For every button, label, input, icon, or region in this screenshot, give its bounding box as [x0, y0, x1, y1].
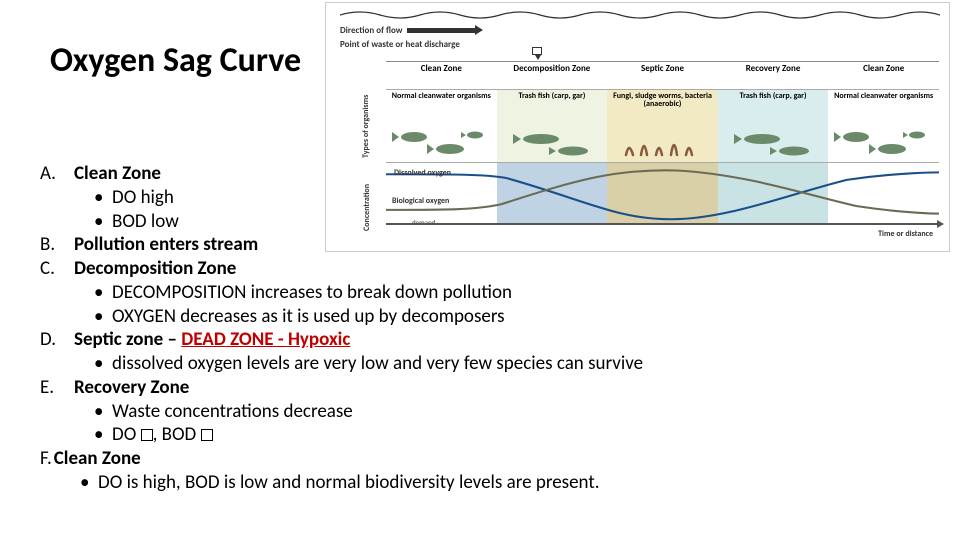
organism-cell: Trash fish (carp, gar) [497, 90, 608, 162]
zone-headers: Clean Zone Decomposition Zone Septic Zon… [386, 61, 939, 89]
fish-icon [501, 127, 601, 159]
flow-arrow-icon [407, 28, 477, 33]
outline-letter: A. [40, 162, 74, 186]
outline-item-a: A. Clean Zone [40, 162, 930, 186]
outline-letter: D. [40, 328, 74, 352]
organism-cell: Fungi, sludge worms, bacteria (anaerobic… [607, 90, 718, 162]
outline-item-c: C. Decomposition Zone [40, 257, 930, 281]
outline-list: A. Clean Zone DO high BOD low B. Polluti… [40, 162, 930, 495]
outline-item-f: F. Clean Zone [40, 447, 930, 471]
discharge-label: Point of waste or heat discharge [340, 39, 943, 50]
organism-label: Normal cleanwater organisms [834, 91, 933, 101]
outline-bullet: dissolved oxygen levels are very low and… [40, 352, 930, 376]
outline-bullet: DO is high, BOD is low and normal biodiv… [40, 471, 930, 495]
placeholder-box-icon [201, 429, 213, 441]
outline-letter: E. [40, 376, 74, 400]
direction-label: Direction of flow [340, 25, 403, 36]
outline-item-e: E. Recovery Zone [40, 376, 930, 400]
yaxis-types-label: Types of organisms [362, 91, 382, 161]
flow-direction-row: Direction of flow [340, 23, 943, 37]
discharge-marker-icon [532, 47, 542, 55]
organism-label: Fungi, sludge worms, bacteria (anaerobic… [613, 91, 712, 109]
water-surface [340, 9, 940, 19]
outline-text: DO [112, 423, 141, 446]
page-title: Oxygen Sag Curve [50, 40, 301, 81]
placeholder-box-icon [141, 429, 153, 441]
outline-heading: Septic zone – DEAD ZONE - Hypoxic [74, 328, 350, 352]
outline-bullet: DO , BOD [40, 423, 930, 447]
zone-header: Recovery Zone [718, 61, 829, 89]
worms-icon [611, 127, 711, 159]
outline-letter: C. [40, 257, 74, 281]
outline-heading: Recovery Zone [74, 376, 189, 400]
outline-bullet: OXYGEN decreases as it is used up by dec… [40, 305, 930, 329]
outline-letter: B. [40, 233, 74, 257]
outline-bullet: BOD low [40, 210, 930, 234]
outline-bullet: DECOMPOSITION increases to break down po… [40, 281, 930, 305]
organism-label: Normal cleanwater organisms [392, 91, 491, 101]
outline-text: , BOD [153, 423, 201, 446]
outline-bullet: Waste concentrations decrease [40, 400, 930, 424]
outline-heading: Decomposition Zone [74, 257, 236, 281]
organism-band: Normal cleanwater organisms Trash fish (… [386, 89, 939, 163]
outline-heading: Clean Zone [74, 162, 161, 186]
organism-cell: Normal cleanwater organisms [828, 90, 939, 162]
fish-icon [390, 127, 490, 159]
zone-header: Clean Zone [386, 61, 497, 89]
organism-cell: Normal cleanwater organisms [386, 90, 497, 162]
outline-item-b: B. Pollution enters stream [40, 233, 930, 257]
outline-heading: Clean Zone [54, 447, 141, 471]
organism-cell: Trash fish (carp, gar) [718, 90, 829, 162]
organism-label: Trash fish (carp, gar) [740, 91, 807, 101]
fish-icon [722, 127, 822, 159]
outline-heading-red: DEAD ZONE - Hypoxic [181, 328, 350, 351]
organism-label: Trash fish (carp, gar) [518, 91, 585, 101]
outline-heading-pre: Septic zone – [74, 328, 181, 351]
outline-bullet: DO high [40, 186, 930, 210]
zone-header: Decomposition Zone [497, 61, 608, 89]
zone-header: Clean Zone [828, 61, 939, 89]
outline-heading: Pollution enters stream [74, 233, 258, 257]
zone-header: Septic Zone [607, 61, 718, 89]
outline-letter: F. [40, 447, 52, 471]
fish-icon [832, 127, 932, 159]
outline-item-d: D. Septic zone – DEAD ZONE - Hypoxic [40, 328, 930, 352]
